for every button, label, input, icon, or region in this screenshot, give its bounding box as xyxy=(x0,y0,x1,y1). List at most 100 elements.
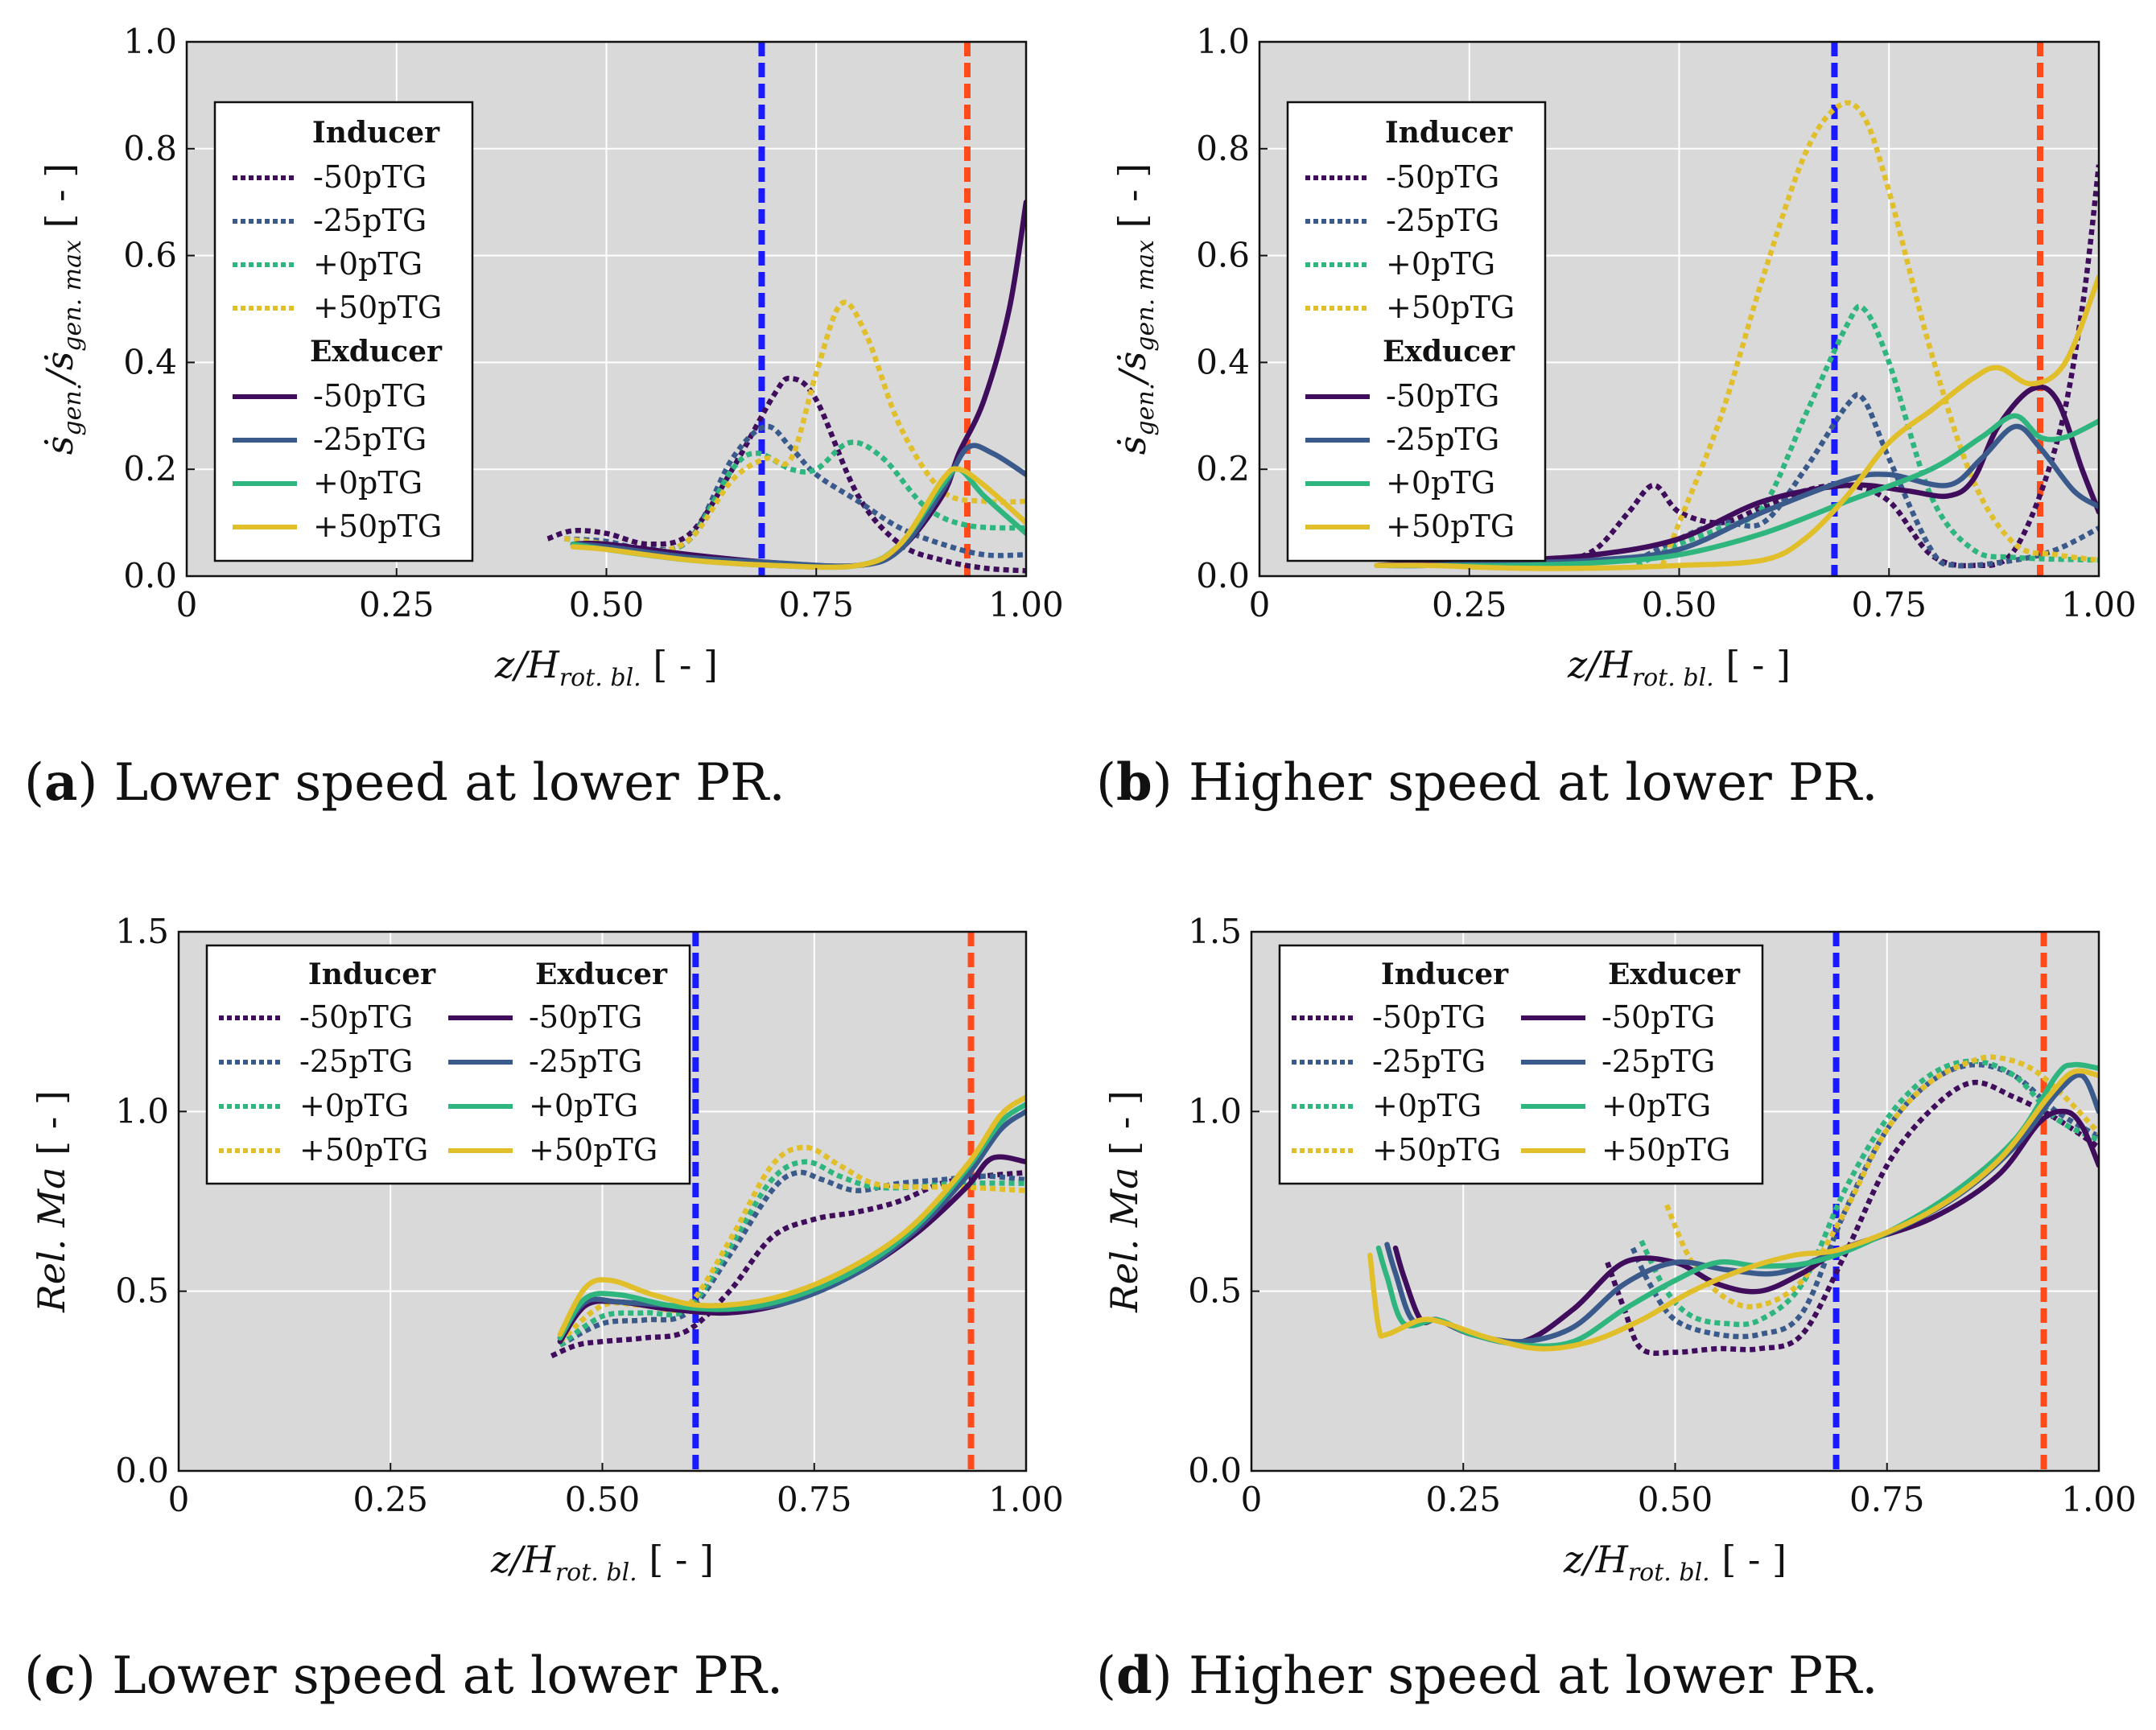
inducer-series-line xyxy=(564,423,1026,558)
y-tick-label: 0.0 xyxy=(1196,556,1250,595)
legend-label: +50pTG xyxy=(313,509,442,544)
x-tick-label: 0.50 xyxy=(565,1480,641,1519)
legend-label: -25pTG xyxy=(1602,1044,1715,1079)
x-axis-label: z/Hrot. bl. [ - ] xyxy=(490,1538,714,1587)
legend-title-inducer: Inducer xyxy=(312,116,440,150)
exducer-series-line xyxy=(557,1109,1026,1341)
legend-label: -25pTG xyxy=(313,203,427,238)
legend-label: +50pTG xyxy=(1602,1132,1730,1168)
legend: Inducer -50pTG -25pTG +0pTG +50pTG Exducer -50… xyxy=(1286,101,1547,562)
inducer-series-line xyxy=(563,439,1026,555)
legend-title-exducer: Exducer xyxy=(310,335,443,369)
x-tick-label: 1.00 xyxy=(988,1480,1064,1519)
inducer-series-line xyxy=(1659,100,2099,566)
y-tick-label: 0.5 xyxy=(115,1271,169,1311)
legend-label: +50pTG xyxy=(529,1132,658,1168)
legend-label: +0pTG xyxy=(1602,1088,1711,1123)
x-tick-label: 0.50 xyxy=(1642,585,1717,624)
caption-b: (b) Higher speed at lower PR. xyxy=(1096,752,1878,813)
legend-label: +50pTG xyxy=(1386,290,1515,325)
legend-label: +0pTG xyxy=(1386,465,1495,500)
exducer-series-line xyxy=(557,1094,1026,1337)
legend-title-exducer: Exducer xyxy=(1383,335,1515,369)
caption-d: (d) Higher speed at lower PR. xyxy=(1096,1646,1878,1706)
inducer-series-line xyxy=(1605,1079,2099,1356)
legend-label: +50pTG xyxy=(1386,509,1515,544)
legend: Inducer -50pTG -25pTG +0pTG +50pTG Exducer -50… xyxy=(213,101,474,562)
series-group xyxy=(1374,42,2099,576)
legend-label: -25pTG xyxy=(313,422,427,457)
x-tick-label: 0.25 xyxy=(1425,1480,1501,1519)
legend-label: -50pTG xyxy=(1372,999,1486,1035)
x-tick-label: 0.75 xyxy=(778,585,854,624)
legend-title-inducer: Inducer xyxy=(1381,958,1509,991)
x-axis-label: z/Hrot. bl. [ - ] xyxy=(1563,1538,1787,1587)
y-axis-label: ṡgen./ṡgen. max [ - ] xyxy=(1111,163,1160,455)
inducer-series-line xyxy=(559,1169,1026,1348)
inducer-series-line xyxy=(1635,392,2099,569)
legend-title-inducer: Inducer xyxy=(1385,116,1513,150)
legend-label: -50pTG xyxy=(313,159,427,195)
legend-label: -50pTG xyxy=(299,999,413,1035)
x-tick-label: 0 xyxy=(176,585,198,624)
y-axis-label: Rel. Ma [ - ] xyxy=(1103,1090,1146,1313)
y-tick-label: 0.8 xyxy=(123,129,177,168)
x-tick-label: 0.75 xyxy=(1849,1480,1925,1519)
legend-label: +50pTG xyxy=(313,290,442,325)
x-tick-label: 0 xyxy=(168,1480,190,1519)
x-tick-label: 0.50 xyxy=(1638,1480,1713,1519)
inducer-series-line xyxy=(1552,164,2099,569)
legend-label: -50pTG xyxy=(1386,159,1499,195)
y-tick-label: 0.5 xyxy=(1188,1271,1242,1311)
y-tick-label: 1.0 xyxy=(123,22,177,61)
legend-label: -25pTG xyxy=(1372,1044,1486,1079)
x-tick-label: 0.25 xyxy=(1432,585,1507,624)
y-tick-label: 1.5 xyxy=(1188,912,1242,951)
x-tick-label: 0.50 xyxy=(569,585,645,624)
series-group xyxy=(1367,932,2099,1471)
legend-title-exducer: Exducer xyxy=(535,958,668,991)
y-tick-label: 0.4 xyxy=(1196,342,1250,381)
exducer-series-line xyxy=(570,466,1026,570)
y-tick-label: 1.0 xyxy=(115,1091,169,1131)
inducer-series-line xyxy=(1639,1058,2099,1328)
caption-c: (c) Lower speed at lower PR. xyxy=(24,1646,784,1706)
legend-label: +0pTG xyxy=(313,246,423,282)
legend-label: -25pTG xyxy=(1386,422,1499,457)
y-tick-label: 0.2 xyxy=(123,449,177,488)
legend-label: -25pTG xyxy=(299,1044,413,1079)
y-tick-label: 1.0 xyxy=(1188,1091,1242,1131)
series-group xyxy=(546,42,1026,576)
exducer-series-line xyxy=(1367,1068,2099,1352)
legend-label: -25pTG xyxy=(529,1044,642,1079)
y-tick-label: 0.6 xyxy=(123,236,177,275)
legend-label: +0pTG xyxy=(529,1088,638,1123)
x-tick-label: 1.00 xyxy=(988,585,1064,624)
y-tick-label: 0.4 xyxy=(123,342,177,381)
inducer-series-line xyxy=(546,375,1026,574)
legend-label: +50pTG xyxy=(299,1132,428,1168)
x-axis-label: z/Hrot. bl. [ - ] xyxy=(1567,643,1791,692)
y-tick-label: 1.5 xyxy=(115,912,169,951)
y-axis-label: Rel. Ma [ - ] xyxy=(30,1090,73,1313)
legend-label: -50pTG xyxy=(313,378,427,414)
inducer-series-line xyxy=(1630,1061,2099,1340)
chart-panel-c: 0 0.25 0.50 0.75 1.00 0.0 0.5 1.0 1.5 z/Hrot. bl.… xyxy=(30,912,1064,1587)
y-tick-label: 0.6 xyxy=(1196,236,1250,275)
y-tick-label: 0.0 xyxy=(1188,1451,1242,1490)
chart-panel-d: 0 0.25 0.50 0.75 1.00 0.0 0.5 1.0 1.5 z/Hrot. bl.… xyxy=(1103,912,2137,1587)
inducer-series-line xyxy=(1664,1054,2099,1310)
legend-label: -50pTG xyxy=(1386,378,1499,414)
caption-a: (a) Lower speed at lower PR. xyxy=(24,752,785,813)
legend-label: -50pTG xyxy=(1602,999,1715,1035)
exducer-series-line xyxy=(1374,274,2099,571)
x-tick-label: 1.00 xyxy=(2061,1480,2137,1519)
legend-label: -25pTG xyxy=(1386,203,1499,238)
x-tick-label: 0.75 xyxy=(1851,585,1927,624)
exducer-series-line xyxy=(1374,423,2099,569)
y-tick-label: 0.0 xyxy=(123,556,177,595)
legend-title-inducer: Inducer xyxy=(308,958,436,991)
legend-label: +0pTG xyxy=(299,1088,409,1123)
legend-label: -50pTG xyxy=(529,999,642,1035)
